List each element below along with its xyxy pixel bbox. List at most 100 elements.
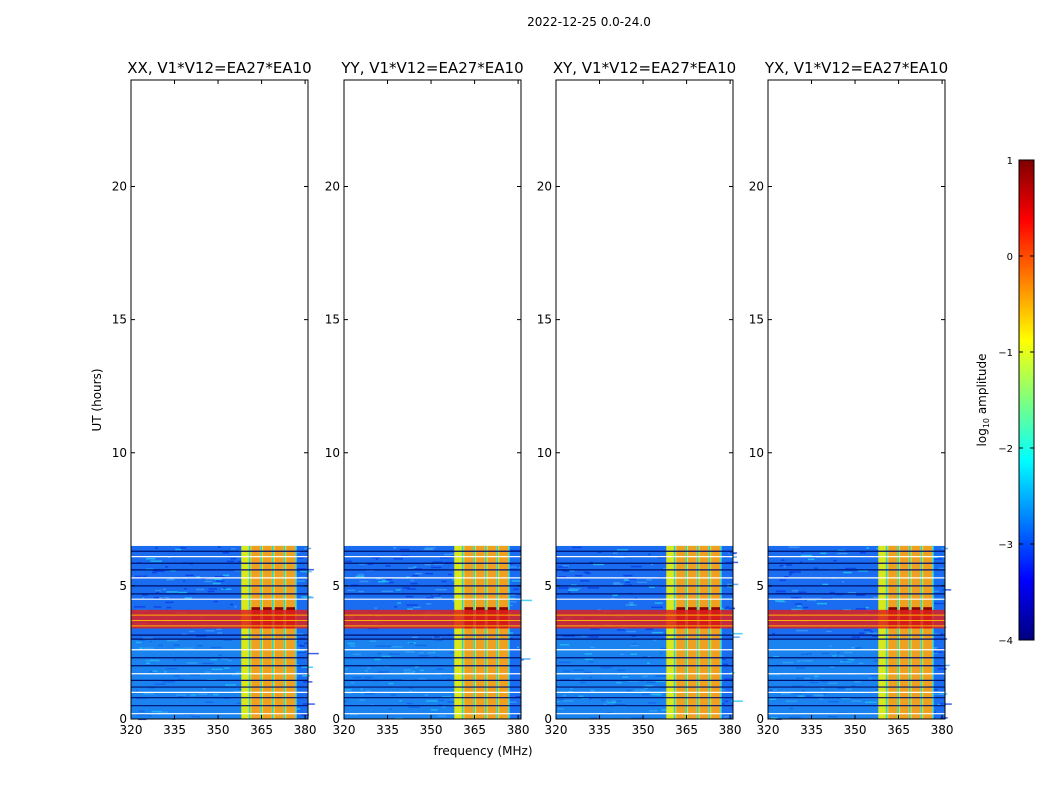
heatmap-noise (151, 710, 162, 713)
heatmap-noise (828, 682, 838, 685)
heatmap-noise (418, 651, 424, 654)
heatmap-noise (556, 700, 561, 703)
heatmap-noise (562, 700, 574, 702)
heatmap-noise (426, 597, 437, 599)
heatmap-noise (408, 690, 413, 693)
heatmap-noise (359, 580, 369, 583)
heatmap-noise (162, 681, 175, 683)
heatmap-noise (432, 561, 444, 563)
heatmap (131, 545, 319, 721)
heatmap-noise (221, 658, 228, 660)
heatmap-noise (159, 597, 169, 599)
heatmap-noise (855, 608, 867, 610)
heatmap-noise (647, 662, 651, 664)
heatmap-noise (822, 583, 829, 586)
heatmap-noise (165, 566, 169, 568)
heatmap-noise (659, 652, 663, 654)
heatmap-noise (648, 553, 651, 556)
heatmap-noise (792, 589, 799, 592)
heatmap-noise (865, 701, 877, 704)
heatmap-noise (358, 590, 365, 593)
heatmap-noise (299, 644, 303, 647)
heatmap-noise (511, 580, 521, 582)
heatmap-noise (631, 643, 638, 646)
heatmap-noise (798, 591, 807, 594)
heatmap-noise (378, 580, 390, 583)
y-tick-label: 5 (544, 579, 552, 593)
heatmap-noise (235, 671, 245, 674)
heatmap-noise (230, 557, 237, 560)
axes-frame (555, 79, 734, 720)
colorbar-ticks: 1 0 −1 −2 −3 −4 (998, 156, 1034, 647)
heatmap-noise (185, 574, 194, 577)
broadband-rfi (556, 609, 733, 629)
heatmap-noise (426, 603, 432, 605)
heatmap-noise (851, 636, 860, 638)
heatmap-noise (169, 569, 176, 572)
heatmap-noise (431, 637, 442, 639)
rfi-gap (272, 545, 274, 719)
heatmap-glow (131, 639, 242, 719)
heatmap-noise (216, 580, 219, 582)
heatmap-noise (424, 572, 434, 575)
heatmap-noise (719, 658, 726, 660)
y-tick-label: 10 (537, 446, 552, 460)
heatmap-noise (136, 697, 147, 700)
heatmap-noise (619, 675, 630, 677)
heatmap-noise (583, 671, 592, 674)
heatmap-noise (145, 557, 156, 560)
heatmap-noise (410, 582, 418, 585)
heatmap-noise (803, 606, 809, 609)
heatmap-noise (520, 599, 533, 602)
panel-title: YY, V1*V12=EA27*EA10 (340, 59, 523, 77)
heatmap-noise (224, 667, 230, 669)
x-tick-label: 335 (800, 723, 823, 737)
heatmap-noise (623, 579, 630, 581)
heatmap-noise (435, 588, 447, 591)
heatmap-noise (297, 651, 306, 653)
heatmap-noise (794, 597, 798, 600)
heatmap-noise (839, 655, 845, 657)
heatmap-noise (723, 715, 731, 718)
rfi-gap (920, 545, 923, 719)
y-tick-label: 15 (325, 313, 340, 327)
heatmap-noise (151, 571, 157, 574)
heatmap-noise (863, 629, 872, 631)
heatmap-noise (617, 629, 626, 631)
heatmap-noise (347, 692, 353, 694)
heatmap-noise (307, 652, 319, 655)
heatmap-noise (644, 687, 648, 690)
heatmap-noise (173, 644, 180, 646)
x-tick-label: 320 (757, 723, 780, 737)
heatmap-noise (204, 580, 213, 583)
heatmap-noise (212, 582, 221, 585)
heatmap-noise (173, 659, 177, 661)
heatmap-noise (557, 708, 564, 710)
heatmap-noise (391, 645, 403, 648)
heatmap-noise (420, 669, 424, 672)
rfi-channel (476, 545, 485, 719)
heatmap-noise (217, 546, 221, 548)
heatmap-noise (205, 629, 215, 632)
heatmap-noise (344, 700, 348, 703)
heatmap-noise (513, 588, 519, 591)
heatmap-noise (175, 548, 182, 551)
heatmap-noise (646, 685, 652, 687)
heatmap-noise (149, 687, 155, 689)
heatmap-noise (562, 565, 569, 567)
heatmap-noise (806, 599, 817, 602)
heatmap-noise (410, 579, 414, 582)
heatmap-noise (236, 702, 243, 705)
x-tick-label: 380 (719, 723, 742, 737)
heatmap-noise (796, 677, 805, 680)
heatmap-noise (851, 685, 856, 687)
heatmap-noise (447, 678, 451, 680)
heatmap-noise (184, 647, 194, 649)
panel-title: XY, V1*V12=EA27*EA10 (553, 59, 736, 77)
heatmap-noise (847, 591, 857, 594)
rfi-channel (900, 545, 909, 719)
heatmap-noise (588, 636, 599, 638)
panel-title: YX, V1*V12=EA27*EA10 (764, 59, 948, 77)
heatmap-noise (352, 676, 362, 679)
heatmap-noise (196, 635, 207, 637)
